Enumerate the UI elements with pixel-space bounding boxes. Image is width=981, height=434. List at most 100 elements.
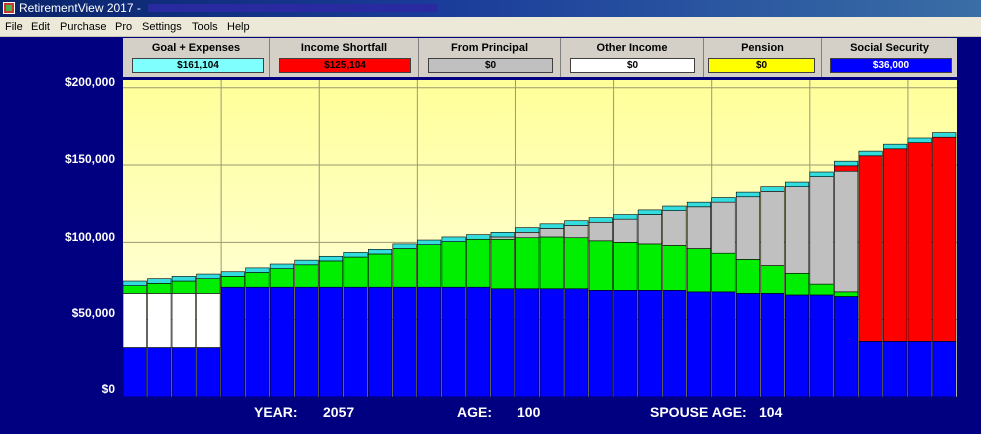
y-tick-label: $150,000 <box>64 152 115 166</box>
bar-green-income <box>123 285 147 294</box>
bar-principal <box>564 225 589 239</box>
bar-green-income <box>539 236 564 290</box>
bar-principal <box>686 206 712 249</box>
bar-shortfall <box>883 148 908 342</box>
legend-value-principal: $0 <box>428 58 553 73</box>
bar-social-security <box>809 294 834 397</box>
bar-green-income <box>613 242 638 291</box>
bar-goal-cap <box>735 191 761 198</box>
bar-goal-cap <box>515 227 540 233</box>
app-icon <box>3 2 15 14</box>
legend-label: Goal + Expenses <box>151 42 241 54</box>
bar-green-income <box>490 238 515 290</box>
bar-social-security <box>245 286 270 397</box>
bar-green-income <box>220 276 245 288</box>
age-label: AGE: <box>457 404 492 420</box>
bar-social-security <box>196 347 221 397</box>
bar-goal-cap <box>269 263 295 269</box>
bar-green-income <box>735 259 761 294</box>
bar-green-income <box>196 278 221 294</box>
year-label: YEAR: <box>254 404 298 420</box>
legend-pension: Pension $0 <box>704 38 822 77</box>
bar-goal-cap <box>318 255 344 262</box>
legend-from-principal: From Principal $0 <box>419 38 561 77</box>
bar-green-income <box>686 248 712 293</box>
bar-social-security <box>637 290 662 397</box>
window-title: RetirementView 2017 - <box>19 1 141 15</box>
bar-goal-cap <box>245 267 270 273</box>
bar-goal-cap <box>809 171 834 177</box>
bar-social-security <box>294 286 319 397</box>
bar-social-security <box>171 347 196 397</box>
legend-other-income: Other Income $0 <box>561 38 704 77</box>
bar-social-security <box>539 288 564 397</box>
y-tick-label: $200,000 <box>64 75 115 89</box>
bar-social-security <box>269 286 295 397</box>
bar-principal <box>490 236 515 240</box>
bar-green-income <box>171 280 196 294</box>
legend-value-goal: $161,104 <box>132 58 264 73</box>
legend-social-security: Social Security $36,000 <box>822 38 957 77</box>
bar-shortfall <box>858 155 883 342</box>
bar-social-security <box>147 347 172 397</box>
bar-social-security <box>466 286 491 397</box>
legend-value-other-income: $0 <box>570 58 695 73</box>
bar-green-income <box>392 248 417 288</box>
legend-value-shortfall: $125,104 <box>279 58 411 73</box>
bar-green-income <box>245 272 270 288</box>
title-path-bar <box>148 4 438 12</box>
bar-green-income <box>466 238 491 288</box>
bar-other-income <box>196 293 221 348</box>
bar-goal-cap <box>417 239 442 245</box>
bar-goal-cap <box>613 214 638 220</box>
bar-green-income <box>711 252 736 293</box>
menu-tools[interactable]: Tools <box>192 21 218 33</box>
bar-principal <box>637 214 662 245</box>
bar-goal-cap <box>883 143 908 150</box>
bar-principal <box>809 176 834 285</box>
bar-green-income <box>834 291 859 297</box>
bar-goal-cap <box>858 150 883 157</box>
bar-social-security <box>858 341 883 397</box>
menu-edit[interactable]: Edit <box>31 21 50 33</box>
bar-shortfall <box>834 165 859 172</box>
menu-file[interactable]: File <box>5 21 23 33</box>
bar-goal-cap <box>466 234 491 240</box>
bar-other-income <box>171 293 196 348</box>
bar-social-security <box>367 286 393 397</box>
menu-settings[interactable]: Settings <box>142 21 182 33</box>
bar-social-security <box>784 294 810 397</box>
bar-green-income <box>515 237 540 290</box>
age-value: 100 <box>517 404 541 420</box>
bar-principal <box>834 170 859 293</box>
bar-goal-cap <box>367 249 393 255</box>
bar-green-income <box>294 264 319 288</box>
bar-goal-cap <box>662 205 687 211</box>
bar-principal <box>613 218 638 243</box>
bar-green-income <box>269 268 295 288</box>
bar-principal <box>588 221 613 242</box>
bar-goal-cap <box>123 280 147 286</box>
bar-green-income <box>760 265 785 294</box>
bar-goal-cap <box>343 252 368 258</box>
bar-social-security <box>490 288 515 397</box>
bar-green-income <box>637 243 662 291</box>
bar-goal-cap <box>392 243 417 249</box>
bar-social-security <box>735 293 761 397</box>
year-value: 2057 <box>323 404 355 420</box>
title-bar[interactable]: RetirementView 2017 - <box>0 0 981 17</box>
bar-shortfall <box>907 142 932 342</box>
bar-shortfall <box>932 136 957 342</box>
bar-green-income <box>809 283 834 296</box>
bar-green-income <box>784 272 810 296</box>
menu-pro[interactable]: Pro <box>115 21 133 33</box>
bar-social-security <box>441 286 466 397</box>
menu-help[interactable]: Help <box>227 21 250 33</box>
legend-value-pension: $0 <box>708 58 815 73</box>
menu-purchase[interactable]: Purchase <box>60 21 107 33</box>
bar-green-income <box>318 260 344 288</box>
bar-social-security <box>760 293 785 397</box>
bar-principal <box>760 191 785 266</box>
bar-social-security <box>588 290 613 397</box>
bar-social-security <box>932 341 957 397</box>
